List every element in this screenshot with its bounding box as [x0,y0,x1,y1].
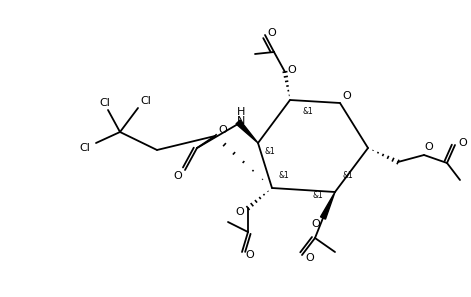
Text: H: H [237,107,245,117]
Text: O: O [245,250,254,260]
Polygon shape [236,120,258,143]
Text: Cl: Cl [140,96,152,106]
Text: N: N [237,116,245,126]
Text: Cl: Cl [99,98,110,108]
Text: O: O [342,91,351,101]
Text: O: O [459,138,467,148]
Text: &1: &1 [265,148,276,157]
Text: O: O [268,28,276,38]
Text: &1: &1 [342,170,353,179]
Text: O: O [312,219,320,229]
Text: &1: &1 [279,170,289,179]
Text: O: O [425,142,433,152]
Text: &1: &1 [313,190,324,200]
Text: O: O [236,207,244,217]
Text: O: O [306,253,314,263]
Text: O: O [174,171,182,181]
Text: &1: &1 [303,108,313,116]
Text: O: O [219,125,227,135]
Text: Cl: Cl [80,143,90,153]
Polygon shape [320,192,335,219]
Text: O: O [288,65,296,75]
